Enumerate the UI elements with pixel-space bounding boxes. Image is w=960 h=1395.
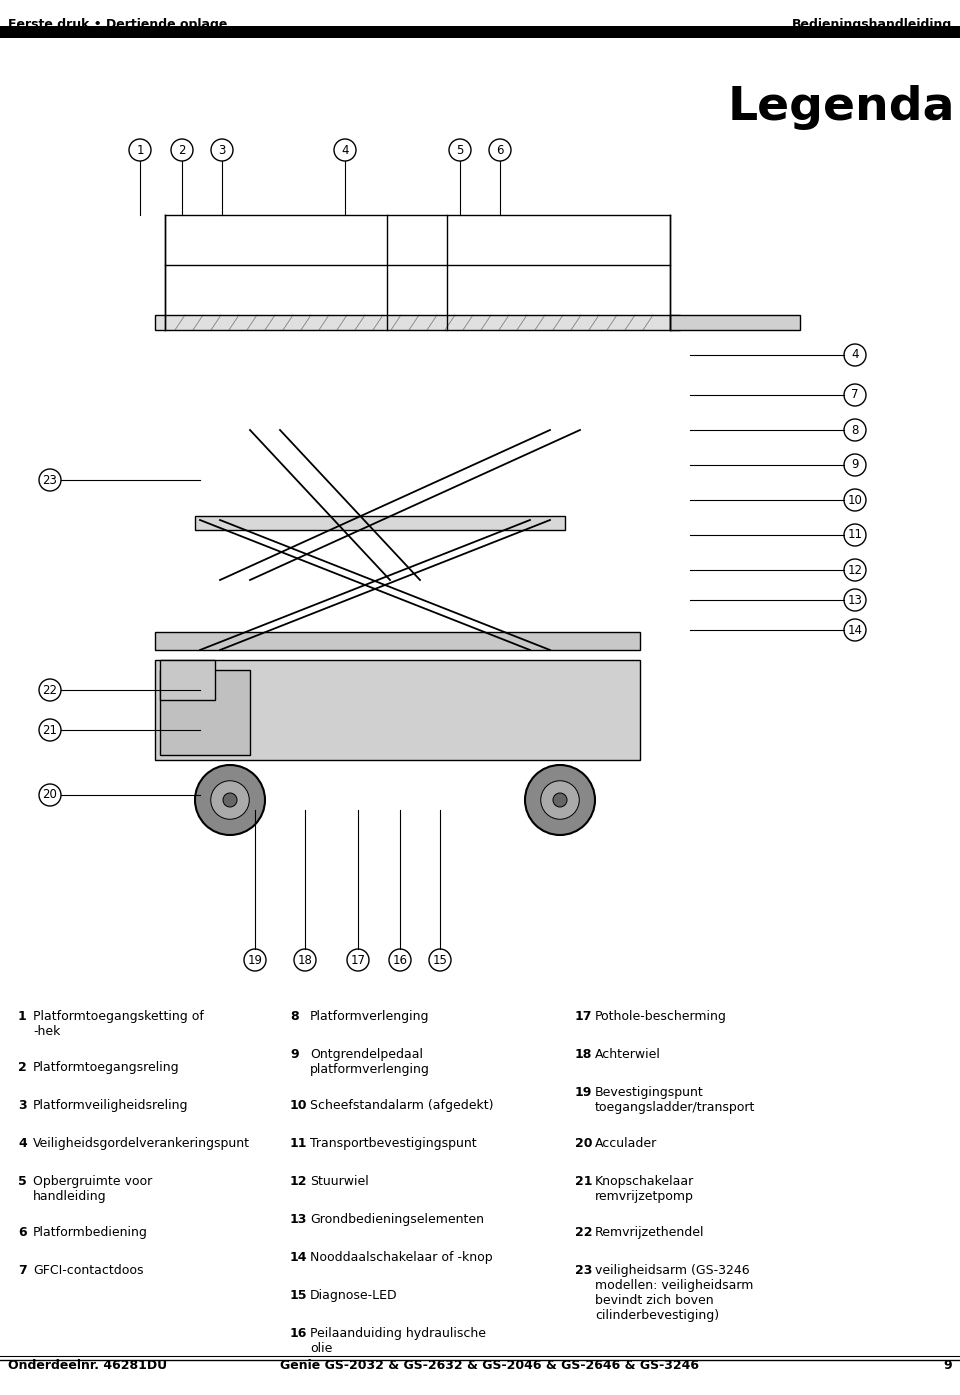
Text: Veiligheidsgordelverankeringspunt: Veiligheidsgordelverankeringspunt — [33, 1137, 250, 1149]
Text: 6: 6 — [18, 1226, 27, 1239]
Text: 15: 15 — [290, 1289, 307, 1302]
Text: Peilaanduiding hydraulische
olie: Peilaanduiding hydraulische olie — [310, 1327, 486, 1355]
Text: 9: 9 — [290, 1048, 299, 1062]
Text: Platformveiligheidsreling: Platformveiligheidsreling — [33, 1099, 188, 1112]
Text: 20: 20 — [42, 788, 58, 802]
Text: 11: 11 — [290, 1137, 307, 1149]
Text: 19: 19 — [575, 1085, 592, 1099]
Text: 22: 22 — [42, 684, 58, 696]
Text: Pothole-bescherming: Pothole-bescherming — [595, 1010, 727, 1023]
Text: 20: 20 — [575, 1137, 592, 1149]
Text: Scheefstandalarm (afgedekt): Scheefstandalarm (afgedekt) — [310, 1099, 493, 1112]
Text: Achterwiel: Achterwiel — [595, 1048, 660, 1062]
Text: 12: 12 — [848, 564, 862, 576]
Text: 8: 8 — [290, 1010, 299, 1023]
Bar — [195, 516, 565, 530]
Text: 10: 10 — [848, 494, 862, 506]
Text: 21: 21 — [575, 1175, 592, 1189]
Text: Platformtoegangsreling: Platformtoegangsreling — [33, 1062, 180, 1074]
Text: Knopschakelaar
remvrijzetpomp: Knopschakelaar remvrijzetpomp — [595, 1175, 694, 1202]
Text: 10: 10 — [290, 1099, 307, 1112]
Text: 8: 8 — [852, 424, 858, 437]
Circle shape — [540, 781, 579, 819]
Text: Platformbediening: Platformbediening — [33, 1226, 148, 1239]
Text: 17: 17 — [575, 1010, 592, 1023]
Text: 15: 15 — [433, 954, 447, 967]
Text: 1: 1 — [136, 144, 144, 156]
Bar — [670, 315, 800, 331]
Bar — [155, 315, 680, 331]
Text: Platformverlenging: Platformverlenging — [310, 1010, 429, 1023]
Bar — [160, 660, 215, 700]
Text: Genie GS-2032 & GS-2632 & GS-2046 & GS-2646 & GS-3246: Genie GS-2032 & GS-2632 & GS-2046 & GS-2… — [280, 1359, 700, 1373]
Text: Grondbedieningselementen: Grondbedieningselementen — [310, 1214, 484, 1226]
Bar — [155, 660, 640, 760]
Text: 9: 9 — [852, 459, 859, 472]
Text: 2: 2 — [179, 144, 185, 156]
Text: veiligheidsarm (GS-3246
modellen: veiligheidsarm
bevindt zich boven
cilinderbeve: veiligheidsarm (GS-3246 modellen: veilig… — [595, 1264, 754, 1322]
Text: 5: 5 — [18, 1175, 27, 1189]
Text: 23: 23 — [575, 1264, 592, 1276]
Text: Acculader: Acculader — [595, 1137, 658, 1149]
Text: 14: 14 — [848, 624, 862, 636]
Text: 21: 21 — [42, 724, 58, 737]
Text: Diagnose-LED: Diagnose-LED — [310, 1289, 397, 1302]
Text: Transportbevestigingspunt: Transportbevestigingspunt — [310, 1137, 476, 1149]
Text: 7: 7 — [18, 1264, 27, 1276]
Circle shape — [553, 792, 567, 806]
Bar — [160, 670, 250, 755]
Text: Bedieningshandleiding: Bedieningshandleiding — [792, 18, 952, 31]
Circle shape — [211, 781, 250, 819]
Text: Opbergruimte voor
handleiding: Opbergruimte voor handleiding — [33, 1175, 153, 1202]
Text: 16: 16 — [393, 954, 407, 967]
Text: 17: 17 — [350, 954, 366, 967]
Text: 14: 14 — [290, 1251, 307, 1264]
Text: 2: 2 — [18, 1062, 27, 1074]
Text: 7: 7 — [852, 388, 859, 402]
Text: Remvrijzethendel: Remvrijzethendel — [595, 1226, 705, 1239]
Text: 13: 13 — [848, 593, 862, 607]
Bar — [0, 27, 960, 38]
Text: 1: 1 — [18, 1010, 27, 1023]
Text: 5: 5 — [456, 144, 464, 156]
Circle shape — [195, 764, 265, 836]
Text: Onderdeelnr. 46281DU: Onderdeelnr. 46281DU — [8, 1359, 167, 1373]
Text: 22: 22 — [575, 1226, 592, 1239]
Text: 23: 23 — [42, 473, 58, 487]
Text: 19: 19 — [248, 954, 262, 967]
Text: GFCI-contactdoos: GFCI-contactdoos — [33, 1264, 143, 1276]
Text: 6: 6 — [496, 144, 504, 156]
Text: Ontgrendelpedaal
platformverlenging: Ontgrendelpedaal platformverlenging — [310, 1048, 430, 1076]
Text: 11: 11 — [848, 529, 862, 541]
Circle shape — [525, 764, 595, 836]
Text: Stuurwiel: Stuurwiel — [310, 1175, 369, 1189]
Text: Bevestigingspunt
toegangsladder/transport: Bevestigingspunt toegangsladder/transpor… — [595, 1085, 756, 1115]
Text: 4: 4 — [18, 1137, 27, 1149]
Text: 9: 9 — [944, 1359, 952, 1373]
Text: 12: 12 — [290, 1175, 307, 1189]
Text: 16: 16 — [290, 1327, 307, 1341]
Text: 18: 18 — [298, 954, 312, 967]
Text: 4: 4 — [852, 349, 859, 361]
Text: 13: 13 — [290, 1214, 307, 1226]
Circle shape — [223, 792, 237, 806]
Text: 3: 3 — [18, 1099, 27, 1112]
Text: Legenda: Legenda — [728, 85, 955, 130]
Text: Eerste druk • Dertiende oplage: Eerste druk • Dertiende oplage — [8, 18, 228, 31]
Text: 18: 18 — [575, 1048, 592, 1062]
Text: 3: 3 — [218, 144, 226, 156]
Text: Platformtoegangsketting of
-hek: Platformtoegangsketting of -hek — [33, 1010, 204, 1038]
Bar — [155, 632, 640, 650]
Text: 4: 4 — [341, 144, 348, 156]
Text: Nooddaalschakelaar of -knop: Nooddaalschakelaar of -knop — [310, 1251, 492, 1264]
